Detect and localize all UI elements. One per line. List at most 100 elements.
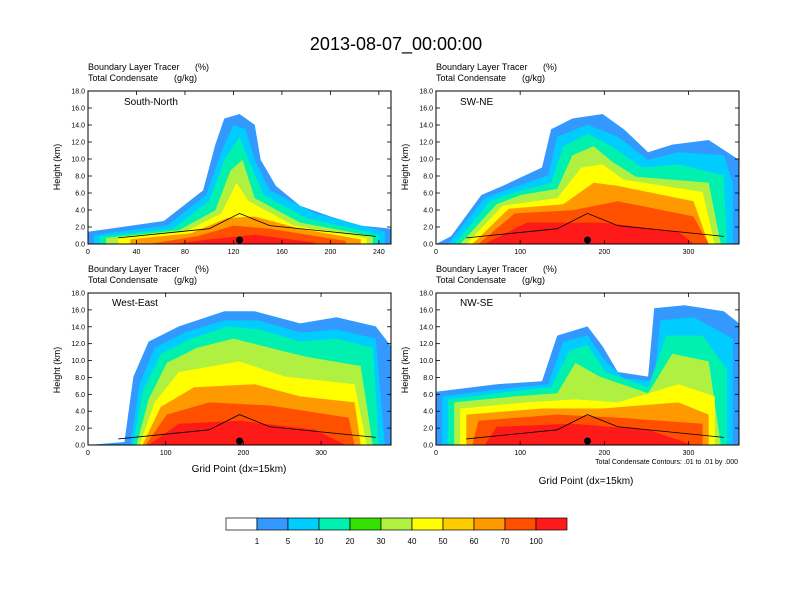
colorbar-swatch (442, 517, 475, 531)
panel-1-label: South-North (124, 97, 178, 108)
panel-2-ytick-label: 16.0 (419, 106, 433, 113)
colorbar-label: 5 (286, 537, 291, 546)
colorbar-label: 30 (377, 537, 386, 546)
panel-1-ytick-label: 0.0 (75, 242, 85, 249)
panel-2-ytick-label: 10.0 (419, 157, 433, 164)
panel-4-ytick-label: 14.0 (419, 324, 433, 331)
panel-4-ytick-label: 8.0 (423, 375, 433, 382)
panel-3-ytick-label: 0.0 (75, 443, 85, 450)
panel-3-unit-tracer: (%) (195, 264, 209, 274)
panel-2-ytick-label: 4.0 (423, 208, 433, 215)
panel-4-ytick-label: 18.0 (419, 291, 433, 298)
panel-4-ytick-label: 16.0 (419, 307, 433, 314)
panel-3-location-marker (236, 437, 243, 445)
panel-3-yticks: 0.0 2.0 4.0 6.0 8.0 10.0 12.0 14.0 16.0 18.0 (71, 291, 391, 450)
panel-3-field (88, 311, 391, 445)
panel-1-ytick-label: 4.0 (75, 208, 85, 215)
panel-4-unit-condensate: (g/kg) (522, 275, 545, 285)
panel-4-contour-note: Total Condensate Contours: .01 to .01 by… (595, 459, 738, 466)
panel-4-label: NW-SE (460, 298, 493, 309)
panel-1-ytick-label: 2.0 (75, 225, 85, 232)
colorbar-swatch (349, 517, 382, 531)
colorbar-swatch (225, 517, 258, 531)
panel-3-ytick-label: 4.0 (75, 409, 85, 416)
panel-3-xtick-label: 200 (238, 450, 250, 457)
panel-1-ytick-label: 6.0 (75, 191, 85, 198)
colorbar-label: 10 (315, 537, 324, 546)
panel-2-ytick-label: 2.0 (423, 225, 433, 232)
panel-1-unit-condensate: (g/kg) (174, 73, 197, 83)
panel-4-subtitle-tracer: Boundary Layer Tracer (436, 264, 528, 274)
panel-south-north: Boundary Layer Tracer (%) Total Condensa… (52, 62, 392, 256)
panel-3-subtitle-condensate: Total Condensate (88, 275, 158, 285)
panel-2-subtitle-condensate: Total Condensate (436, 73, 506, 83)
panel-1-ytick-label: 16.0 (71, 106, 85, 113)
panel-2-location-marker (584, 236, 591, 244)
panel-1-ytick-label: 10.0 (71, 157, 85, 164)
panel-4-ytick-label: 6.0 (423, 392, 433, 399)
colorbar-swatch (318, 517, 351, 531)
panel-4-xticks: 0 100 200 300 (434, 293, 694, 457)
panel-4-field (436, 305, 739, 445)
panel-1-xtick-label: 120 (228, 249, 240, 256)
panel-1-xtick-label: 160 (276, 249, 288, 256)
panel-3-shade-8 (148, 420, 346, 445)
panel-2-subtitle-tracer: Boundary Layer Tracer (436, 62, 528, 72)
panel-4-contour (466, 414, 724, 440)
panel-1-xtick-label: 0 (86, 249, 90, 256)
panel-2-xtick-label: 0 (434, 249, 438, 256)
panel-3-ytick-label: 8.0 (75, 375, 85, 382)
panel-4-ylabel: Height (km) (400, 347, 410, 394)
panel-4-subtitle-condensate: Total Condensate (436, 275, 506, 285)
panel-4-shade-8 (484, 423, 694, 445)
panel-1-shade-7 (148, 225, 346, 244)
panel-3-xtick-label: 100 (160, 450, 172, 457)
panel-3-contour (118, 414, 376, 440)
panel-4-ytick-label: 4.0 (423, 409, 433, 416)
panel-sw-ne: Boundary Layer Tracer (%) Total Condensa… (400, 62, 740, 256)
panel-4-ytick-label: 10.0 (419, 358, 433, 365)
panel-2-unit-condensate: (g/kg) (522, 73, 545, 83)
panel-4-ytick-label: 12.0 (419, 341, 433, 348)
panel-4-xtick-label: 0 (434, 450, 438, 457)
panel-3-xtick-label: 0 (86, 450, 90, 457)
panel-3-label: West-East (112, 298, 158, 309)
panel-3-subtitle-tracer: Boundary Layer Tracer (88, 264, 180, 274)
panel-3-frame (87, 292, 392, 446)
panel-3-ytick-label: 16.0 (71, 307, 85, 314)
colorbar-label: 40 (408, 537, 417, 546)
panel-1-frame (87, 90, 392, 245)
panel-4-xtick-label: 300 (683, 450, 695, 457)
panel-1-subtitle-tracer: Boundary Layer Tracer (88, 62, 180, 72)
panel-1-ytick-label: 12.0 (71, 140, 85, 147)
panel-1-shade-5 (118, 182, 367, 244)
panel-2-ytick-label: 0.0 (423, 242, 433, 249)
panel-1-ytick-label: 8.0 (75, 174, 85, 181)
panel-3-ytick-label: 6.0 (75, 392, 85, 399)
panel-west-east: Boundary Layer Tracer (%) Total Condensa… (52, 264, 392, 475)
panel-2-ytick-label: 14.0 (419, 123, 433, 130)
panel-1-yticks: 0.0 2.0 4.0 6.0 8.0 10.0 12.0 14.0 16.0 18.0 (71, 89, 391, 249)
panel-2-ylabel: Height (km) (400, 144, 410, 191)
panel-3-ytick-label: 14.0 (71, 324, 85, 331)
panel-3-xticks: 0 100 200 300 (86, 293, 327, 457)
panel-2-label: SW-NE (460, 97, 493, 108)
panel-3-unit-condensate: (g/kg) (174, 275, 197, 285)
colorbar: 1 5 10 20 30 40 50 60 70 100 (225, 517, 568, 546)
panel-2-yticks: 0.0 2.0 4.0 6.0 8.0 10.0 12.0 14.0 16.0 18.0 (419, 89, 739, 249)
panel-2-xticks: 0 100 200 300 (434, 91, 694, 256)
panel-1-xticks: 0 40 80 120 160 200 240 (86, 91, 385, 256)
panel-4-xtick-label: 200 (598, 450, 610, 457)
panel-4-ytick-label: 0.0 (423, 443, 433, 450)
panel-1-contour (118, 212, 376, 239)
panel-2-frame (435, 90, 740, 245)
panel-3-ylabel: Height (km) (52, 347, 62, 394)
colorbar-label: 50 (439, 537, 448, 546)
panel-3-ytick-label: 12.0 (71, 341, 85, 348)
panel-2-contour (466, 212, 724, 239)
figure-title: 2013-08-07_00:00:00 (310, 34, 482, 55)
panel-1-field (88, 114, 391, 244)
panel-4-ytick-label: 2.0 (423, 426, 433, 433)
panel-1-subtitle-condensate: Total Condensate (88, 73, 158, 83)
